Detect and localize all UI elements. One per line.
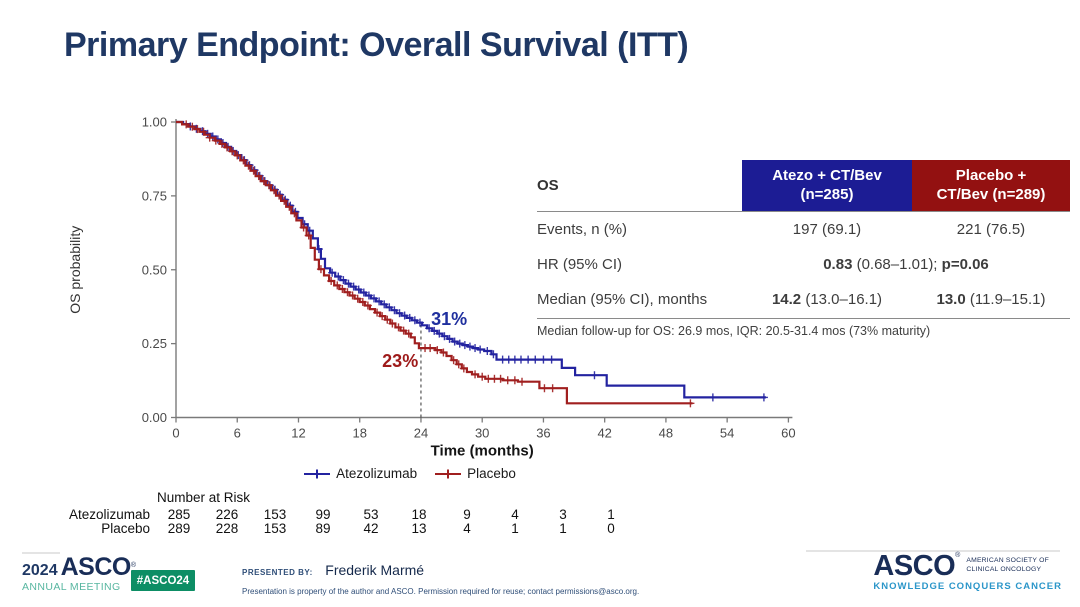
risk-cell: 289	[167, 521, 191, 536]
risk-cell: 228	[215, 521, 239, 536]
society-name-line1: AMERICAN SOCIETY OF	[966, 557, 1049, 564]
y-axis-label: OS probability	[67, 226, 83, 314]
risk-row-atezolizumab: Atezolizumab 285 226 153 99 53 18 9 4 3 1	[40, 508, 635, 522]
risk-cell: 285	[167, 507, 191, 522]
risk-cell: 9	[463, 507, 471, 522]
asco-annual-meeting-logo-line1: 2024 ASCO ®	[22, 553, 136, 581]
table-row-label: HR (95% CI)	[537, 256, 623, 273]
society-org: ASCO	[873, 550, 956, 582]
legend-marker-placebo-icon	[435, 469, 462, 478]
table-header-atezo: Atezo + CT/Bev (n=285)	[742, 160, 912, 212]
y-tick-label: 1.00	[142, 115, 167, 130]
table-row-label: Median (95% CI), months	[537, 291, 708, 308]
legend-item-atezolizumab: Atezolizumab	[304, 466, 417, 481]
presented-by-label: PRESENTED BY:	[242, 568, 313, 577]
km-survival-chart: 0.00 0.25 0.50 0.75 1.00 0 6 12 18 24 30 36 42 48 54 60…	[67, 115, 796, 460]
legend-label-placebo: Placebo	[467, 466, 516, 481]
censor-marks-atezolizumab	[186, 122, 768, 402]
legend-marker-atezolizumab-icon	[304, 469, 331, 478]
legend-label-atezolizumab: Atezolizumab	[336, 466, 418, 481]
risk-cell: 153	[263, 507, 287, 522]
society-name-line2: CLINICAL ONCOLOGY	[966, 565, 1042, 573]
chart-legend: Atezolizumab Placebo	[60, 466, 760, 481]
legend-item-placebo: Placebo	[435, 466, 516, 481]
risk-cell: 4	[511, 507, 519, 522]
risk-cell: 1	[559, 521, 567, 536]
table-header-placebo: Placebo + CT/Bev (n=289)	[912, 160, 1070, 212]
table-row-value: 197 (69.1)	[792, 221, 862, 238]
risk-cell: 53	[363, 507, 379, 522]
x-tick-label: 6	[234, 426, 241, 441]
risk-cell: 99	[315, 507, 331, 522]
meeting-year: 2024	[22, 562, 58, 579]
x-tick-label: 54	[720, 426, 734, 441]
page-title: Primary Endpoint: Overall Survival (ITT)	[64, 26, 689, 64]
landmark-label-23pct: 23%	[382, 351, 418, 371]
x-tick-label: 36	[536, 426, 550, 441]
society-name: AMERICAN SOCIETY OF CLINICAL ONCOLOGY	[966, 557, 1049, 575]
footer-divider-left	[22, 552, 60, 554]
x-tick-label: 42	[597, 426, 611, 441]
risk-cell: 153	[263, 521, 287, 536]
os-results-table: OS Atezo + CT/Bev (n=285) Placebo + CT/B…	[537, 160, 1070, 338]
table-row-value: 221 (76.5)	[956, 221, 1026, 238]
asco-society-logo-row: ASCO ® AMERICAN SOCIETY OF CLINICAL ONCO…	[873, 550, 1062, 582]
meeting-org: ASCO	[60, 553, 132, 581]
disclaimer-text: Presentation is property of the author a…	[242, 587, 640, 596]
table-corner-label: OS	[537, 160, 742, 212]
x-tick-label: 30	[475, 426, 489, 441]
footer-divider-right	[806, 550, 1060, 552]
risk-row-label: Atezolizumab	[68, 507, 150, 522]
hashtag-badge: #ASCO24	[131, 570, 195, 591]
censor-marks-placebo	[182, 120, 695, 408]
x-tick-label: 0	[172, 426, 179, 441]
table-footnote: Median follow-up for OS: 26.9 mos, IQR: …	[537, 318, 1070, 338]
risk-cell: 4	[463, 521, 471, 536]
table-row-value-spanned: 0.83 (0.68–1.01); p=0.06	[823, 256, 989, 273]
risk-cell: 18	[411, 507, 427, 522]
presenter-name: Frederik Marmé	[325, 562, 425, 578]
x-tick-label: 24	[414, 426, 428, 441]
risk-cell: 42	[363, 521, 379, 536]
meeting-event: ANNUAL MEETING	[22, 581, 121, 593]
asco-society-logo: ASCO ® AMERICAN SOCIETY OF CLINICAL ONCO…	[873, 550, 1062, 592]
y-tick-label: 0.75	[142, 188, 167, 203]
risk-cell: 13	[411, 521, 427, 536]
society-tagline: KNOWLEDGE CONQUERS CANCER	[873, 580, 1062, 592]
risk-cell: 226	[215, 507, 239, 522]
table-row-label: Events, n (%)	[537, 221, 628, 238]
x-axis-label: Time (months)	[431, 443, 534, 460]
number-at-risk-heading: Number at Risk	[157, 490, 251, 505]
y-tick-label: 0.50	[142, 262, 167, 277]
risk-cell: 1	[607, 507, 615, 522]
x-tick-label: 12	[291, 426, 305, 441]
os-results-grid: OS Atezo + CT/Bev (n=285) Placebo + CT/B…	[537, 160, 1070, 317]
x-tick-label: 18	[352, 426, 366, 441]
x-tick-label: 60	[781, 426, 795, 441]
y-tick-label: 0.00	[142, 410, 167, 425]
landmark-label-31pct: 31%	[431, 309, 467, 329]
risk-row-placebo: Placebo 289 228 153 89 42 13 4 1 1 0	[40, 522, 635, 536]
number-at-risk-table: Atezolizumab 285 226 153 99 53 18 9 4 3 1 Placebo 28…	[40, 508, 635, 536]
registered-mark-icon: ®	[130, 562, 136, 569]
risk-cell: 89	[315, 521, 331, 536]
y-tick-label: 0.25	[142, 336, 167, 351]
table-row-value: 13.0 (11.9–15.1)	[936, 291, 1046, 308]
risk-cell: 3	[559, 507, 567, 522]
risk-cell: 1	[511, 521, 519, 536]
risk-row-label: Placebo	[101, 521, 150, 536]
risk-cell: 0	[607, 521, 615, 536]
table-row-value: 14.2 (13.0–16.1)	[771, 291, 883, 308]
x-tick-label: 48	[659, 426, 673, 441]
presented-by-line: PRESENTED BY: Frederik Marmé	[242, 562, 639, 580]
asco-annual-meeting-logo: 2024 ASCO ® ANNUAL MEETING	[22, 553, 136, 593]
registered-mark-icon: ®	[955, 552, 961, 559]
presented-by-block: PRESENTED BY: Frederik Marmé Presentatio…	[242, 562, 639, 596]
